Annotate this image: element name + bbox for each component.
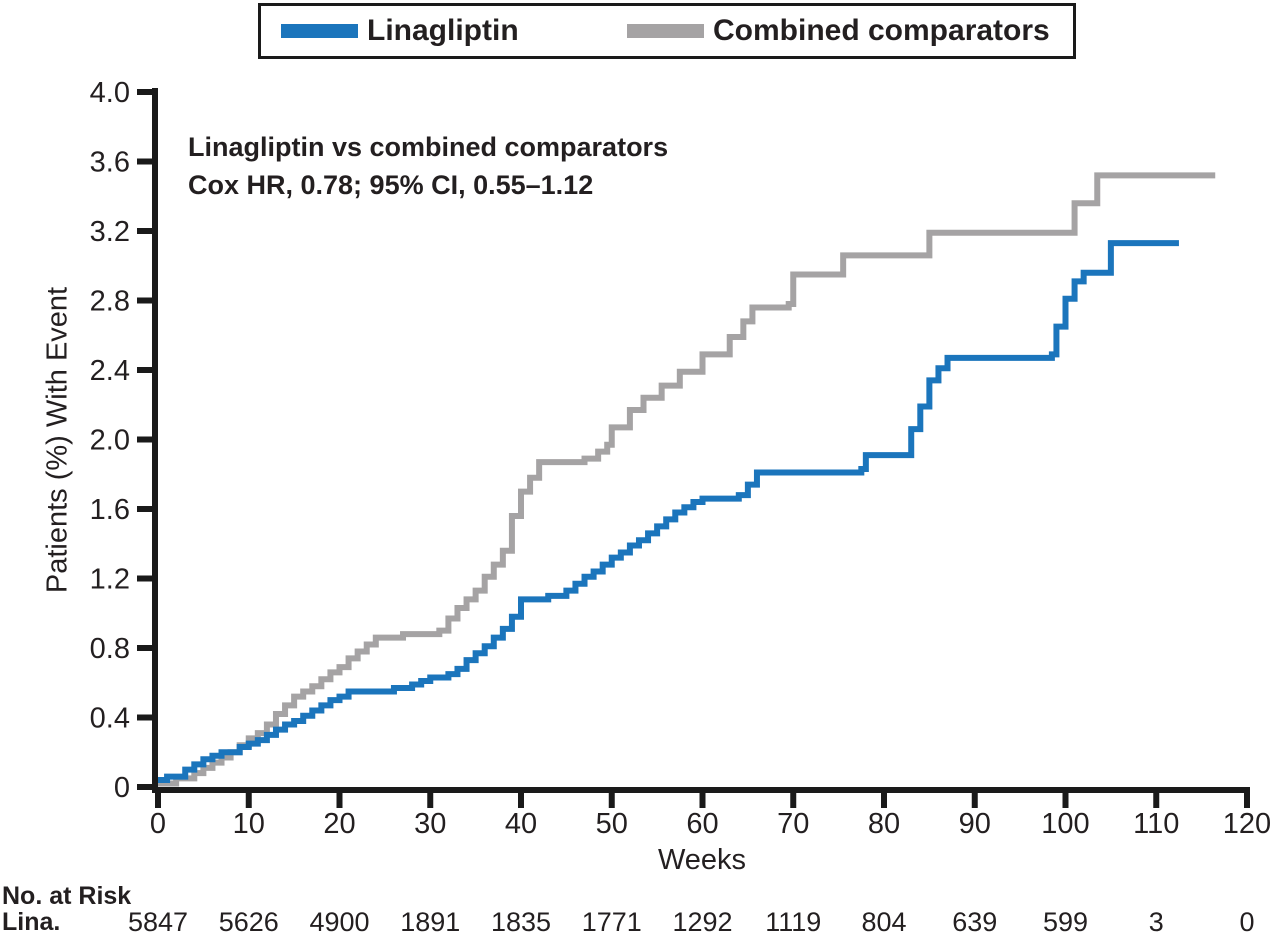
y-tick [137,228,152,234]
x-tick-label: 70 [777,808,809,840]
x-tick-label: 90 [959,808,991,840]
x-ticks: 0 10 20 30 40 50 60 70 80 90 100 110 120 [150,793,1271,840]
y-tick-label: 4.0 [90,77,130,109]
x-tick [1062,793,1069,808]
y-tick [137,506,152,512]
risk-value: 0 [1239,907,1255,937]
y-tick-label: 0.4 [90,703,130,735]
risk-value: 1891 [400,907,461,937]
y-tick-label: 2.0 [90,425,130,457]
risk-value: 804 [861,907,907,937]
risk-value: 1835 [490,907,552,937]
x-tick-label: 10 [233,808,265,840]
risk-value: 1292 [672,907,733,937]
x-tick-label: 110 [1133,808,1179,840]
risk-value: 4900 [309,907,370,937]
series-combined-comparators [158,172,1216,787]
y-tick-label: 1.2 [90,564,130,596]
risk-value: 639 [952,907,998,937]
x-tick [1153,793,1160,808]
x-tick [699,793,706,808]
x-tick [518,793,524,808]
x-axis-line [152,787,1250,793]
legend-item-comparators: Combined comparators [627,6,1050,56]
risk-table-title: No. at Risk [2,882,132,910]
legend-item-linagliptin: Linagliptin [281,6,519,56]
y-tick-label: 2.8 [90,286,130,318]
risk-value: 599 [1042,907,1089,937]
x-axis-title: Weeks [657,844,747,876]
annotation-line-1: Linagliptin vs combined comparators [188,132,669,162]
x-tick-label: 100 [1041,808,1089,840]
x-tick-label: 120 [1223,808,1271,840]
y-tick [137,367,152,373]
y-tick [137,645,152,651]
x-tick [790,793,797,808]
annotation-line-2: Cox HR, 0.78; 95% CI, 0.55–1.12 [188,170,594,200]
y-tick [137,714,152,721]
x-tick [245,793,252,808]
y-tick [137,784,152,790]
linagliptin-swatch-icon [281,24,358,38]
y-ticks: 0 0.4 0.8 1.2 1.6 2.0 2.4 2.8 3.2 3.6 4.0 [90,77,152,804]
risk-value: 5847 [127,907,189,937]
hazard-ratio-annotation: Linagliptin vs combined comparators Cox … [188,128,668,204]
x-tick [608,793,615,808]
risk-value: 1771 [581,907,642,937]
y-tick-label: 3.6 [90,147,130,179]
legend: Linagliptin Combined comparators [258,3,1076,59]
legend-label-comparators: Combined comparators [713,14,1050,47]
x-tick-label: 0 [150,808,166,840]
x-tick [155,793,161,808]
y-tick [137,89,152,95]
y-tick-label: 3.2 [90,216,130,248]
risk-value: 3 [1148,907,1164,937]
y-tick [137,297,152,304]
y-tick-label: 0 [114,772,130,804]
y-tick [137,436,152,443]
x-tick-label: 80 [868,808,900,840]
y-tick [137,575,152,582]
x-tick [427,793,434,808]
risk-value: 1119 [765,907,822,937]
y-axis-line [152,88,158,793]
y-tick-label: 1.6 [90,494,130,526]
x-tick-label: 20 [323,808,355,840]
x-tick-label: 30 [414,808,446,840]
y-tick [137,158,152,165]
series-linagliptin [158,240,1179,784]
x-tick [1244,793,1250,808]
x-tick-label: 40 [505,808,537,840]
x-tick-label: 50 [596,808,628,840]
y-axis-title: Patients (%) With Event [41,286,74,594]
risk-row-label: Lina. [2,908,61,936]
legend-label-linagliptin: Linagliptin [367,14,519,47]
axes [152,88,1250,793]
x-tick [881,793,887,808]
y-tick-label: 0.8 [90,633,130,665]
risk-value: 5626 [218,907,279,937]
comparators-swatch-icon [627,24,704,38]
y-tick-label: 2.4 [90,355,130,387]
x-tick-label: 60 [686,808,718,840]
x-tick [336,793,343,808]
x-tick [971,793,978,808]
